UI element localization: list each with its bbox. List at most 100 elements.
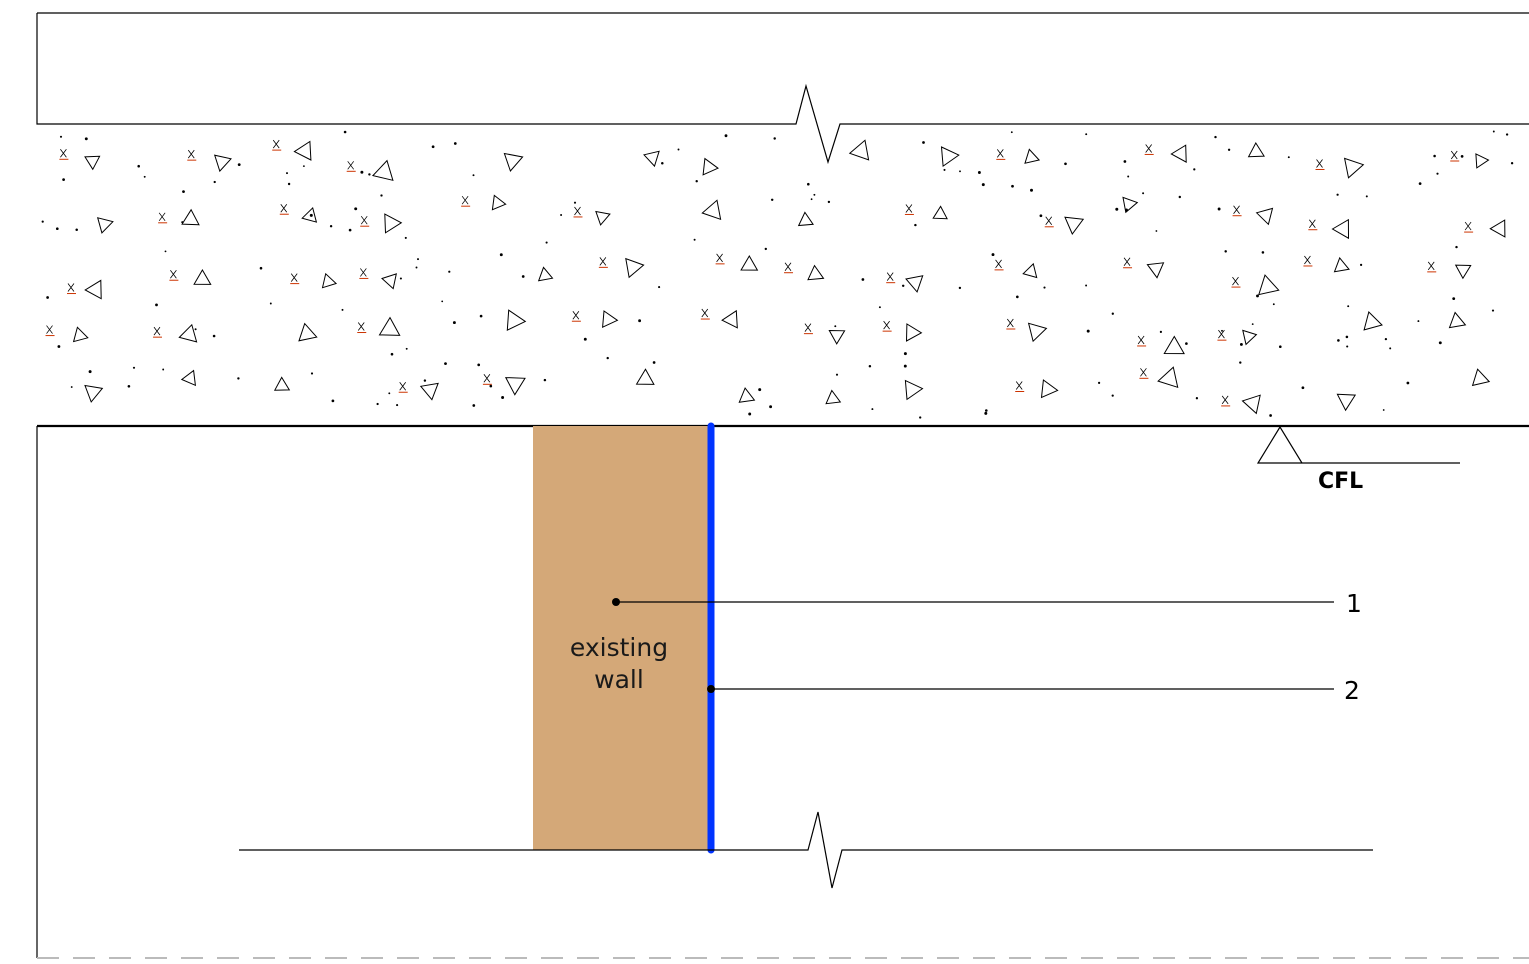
hatch-triangle	[301, 206, 318, 223]
hatch-dot	[638, 319, 642, 323]
hatch-dot	[41, 220, 44, 223]
hatch-triangle	[1448, 311, 1467, 329]
hatch-triangle	[1331, 218, 1350, 240]
hatch-dot	[368, 173, 371, 176]
hatch-dot	[59, 135, 63, 138]
level-marker-label: CFL	[1318, 469, 1363, 494]
hatch-dot	[259, 266, 263, 270]
hatch-tick	[1427, 261, 1435, 271]
hatch-tick	[574, 206, 581, 216]
hatch-dot	[388, 392, 391, 395]
hatch-dot	[399, 277, 402, 280]
hatch-dot	[499, 253, 503, 257]
hatch-dot	[348, 228, 352, 232]
hatch-triangle	[1022, 262, 1038, 279]
hatch-triangle	[905, 275, 924, 293]
hatch-tick	[347, 161, 355, 170]
hatch-triangle	[643, 150, 660, 168]
hatch-dot	[1418, 182, 1422, 185]
hatch-dot	[1452, 297, 1456, 301]
hatch-dot	[452, 321, 456, 325]
hatch-tick	[1123, 257, 1131, 266]
hatch-triangle	[904, 379, 924, 401]
hatch-dot	[1097, 381, 1101, 385]
hatch-dot	[1336, 193, 1339, 196]
hatch-dot	[472, 404, 476, 407]
hatch-tick	[1316, 159, 1323, 168]
hatch-dot	[1125, 208, 1128, 212]
hatch-dot	[1287, 156, 1290, 159]
hatch-dot	[652, 361, 656, 364]
hatch-dot	[213, 180, 216, 184]
hatch-dot	[396, 404, 399, 407]
hatch-triangle	[1475, 153, 1490, 169]
hatch-dot	[1384, 337, 1388, 341]
hatch-tick	[886, 272, 894, 281]
hatch-tick	[153, 326, 161, 336]
hatch-dot	[1365, 195, 1368, 198]
hatch-triangle	[825, 389, 842, 405]
hatch-dot	[1436, 172, 1439, 175]
hatch-tick	[1045, 216, 1053, 226]
hatch-dot	[376, 402, 379, 406]
hatch-dot	[477, 363, 481, 367]
hatch-triangle	[905, 323, 923, 342]
hatch-dot	[807, 182, 810, 186]
hatch-dot	[390, 352, 394, 356]
hatch-triangle	[595, 210, 611, 226]
hatch-dot	[1491, 309, 1495, 312]
hatch-dot	[991, 253, 995, 257]
hatch-triangle	[1024, 148, 1041, 164]
hatch-tick	[1015, 381, 1023, 390]
hatch-dot	[181, 221, 184, 224]
hatch-dot	[1193, 168, 1196, 171]
hatch-triangle	[1255, 207, 1274, 226]
hatch-dot	[658, 286, 661, 289]
hatch-tick	[1464, 221, 1472, 231]
hatch-dot	[417, 258, 419, 261]
hatch-triangle	[1242, 329, 1258, 346]
hatch-triangle	[1146, 262, 1165, 279]
hatch-triangle	[1170, 144, 1187, 163]
hatch-dot	[1214, 135, 1217, 139]
hatch-dot	[1227, 148, 1231, 151]
hatch-triangle	[1157, 366, 1179, 389]
hatch-dot	[693, 238, 696, 241]
hatch-dot	[1115, 207, 1119, 211]
hatch-dot	[868, 365, 872, 368]
hatch-dot	[827, 200, 831, 204]
hatch-triangle	[84, 384, 104, 403]
hatch-triangle	[702, 157, 719, 176]
hatch-triangle	[807, 264, 825, 281]
hatch-tick	[290, 273, 298, 282]
hatch-tick	[701, 308, 709, 318]
hatch-dot	[943, 168, 946, 171]
hatch-tick	[170, 269, 177, 279]
hatch-triangle	[932, 205, 948, 220]
hatch-triangle	[96, 217, 114, 234]
hatch-dot	[981, 183, 985, 187]
hatch-tick	[399, 382, 407, 391]
hatch-triangle	[506, 309, 527, 332]
hatch-dot	[861, 278, 865, 281]
hatch-dot	[1015, 295, 1019, 299]
hatch-triangle	[1241, 394, 1261, 415]
hatch-dot	[143, 175, 146, 178]
hatch-dot	[479, 314, 483, 318]
hatch-triangle	[1471, 368, 1491, 387]
hatch-dot	[1460, 155, 1464, 158]
hatch-triangle	[797, 211, 815, 227]
hatch-dot	[984, 409, 988, 412]
hatch-dot	[1086, 329, 1090, 333]
hatch-triangle	[419, 382, 439, 401]
hatch-triangle	[84, 279, 102, 300]
floor-break-line	[239, 811, 1373, 889]
hatch-tick	[483, 374, 491, 383]
hatch-dot	[1345, 335, 1349, 339]
hatch-dot	[835, 373, 839, 376]
hatch-dot	[1064, 162, 1067, 166]
hatch-dot	[1261, 251, 1265, 254]
hatch-dot	[84, 137, 88, 141]
hatch-triangle	[701, 199, 722, 221]
